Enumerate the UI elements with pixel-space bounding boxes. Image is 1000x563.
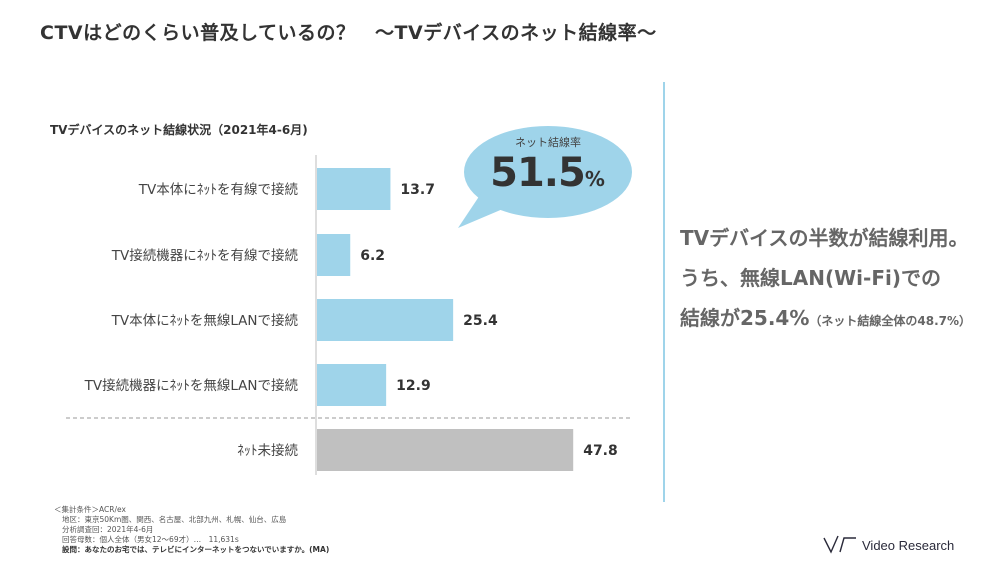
bar-0 [317,168,391,210]
footnotes: ＜集計条件＞ACR/ex 地区：東京50Km圏、関西、名古屋、北部九州、札幌、仙… [54,505,330,555]
summary-line-3-main: 結線が25.4% [680,306,810,330]
logo-mark-icon [823,535,856,554]
page-title: CTVはどのくらい普及しているの？ ～TVデバイスのネット結線率～ [40,22,657,44]
category-label-3: TV接続機器にﾈｯﾄを無線LANで接続 [84,377,299,394]
category-label-2: TV本体にﾈｯﾄを無線LANで接続 [111,312,299,329]
category-label-1: TV接続機器にﾈｯﾄを有線で接続 [111,247,299,264]
category-label-4: ﾈｯﾄ未接続 [237,442,298,459]
category-label-0: TV本体にﾈｯﾄを有線で接続 [138,181,299,198]
value-label-2: 25.4 [463,313,498,329]
note-line-3: 分析調査回：2021年4-6月 [62,525,154,534]
bar-2 [317,299,454,341]
value-label-1: 6.2 [360,248,385,264]
chart-title: TVデバイスのネット結線状況（2021年4-6月) [50,123,308,137]
callout-value: 51.5% [465,150,630,196]
video-research-logo: Video Research [822,533,954,557]
note-line-4: 回答母数：個人全体（男女12～69才）… 11,631s [62,535,239,544]
bar-1 [317,234,351,276]
logo-text: Video Research [862,537,955,553]
callout-unit: % [584,167,605,191]
value-label-4: 47.8 [583,443,618,459]
note-line-5: 設問：あなたのお宅では、テレビにインターネットをつないでいますか。(MA) [62,545,330,554]
bar-3 [317,364,387,406]
note-line-1: ＜集計条件＞ACR/ex [54,505,126,514]
summary-line-3: 結線が25.4%（ネット結線全体の48.7%） [680,298,998,341]
value-label-0: 13.7 [400,182,435,198]
summary-line-3-note: （ネット結線全体の48.7%） [809,314,972,328]
vertical-divider [663,82,665,502]
value-label-3: 12.9 [396,378,431,394]
callout-bubble [458,126,632,228]
summary-line-1: TVデバイスの半数が結線利用。 [680,226,969,250]
callout-number: 51.5 [490,150,586,196]
note-line-2: 地区：東京50Km圏、関西、名古屋、北部九州、札幌、仙台、広島 [62,515,287,524]
summary-line-2: うち、無線LAN(Wi-Fi)での [680,266,941,290]
bar-4 [317,429,574,471]
summary-text: TVデバイスの半数が結線利用。 うち、無線LAN(Wi-Fi)での 結線が25.… [680,218,998,341]
callout-label: ネット結線率 [515,136,581,149]
